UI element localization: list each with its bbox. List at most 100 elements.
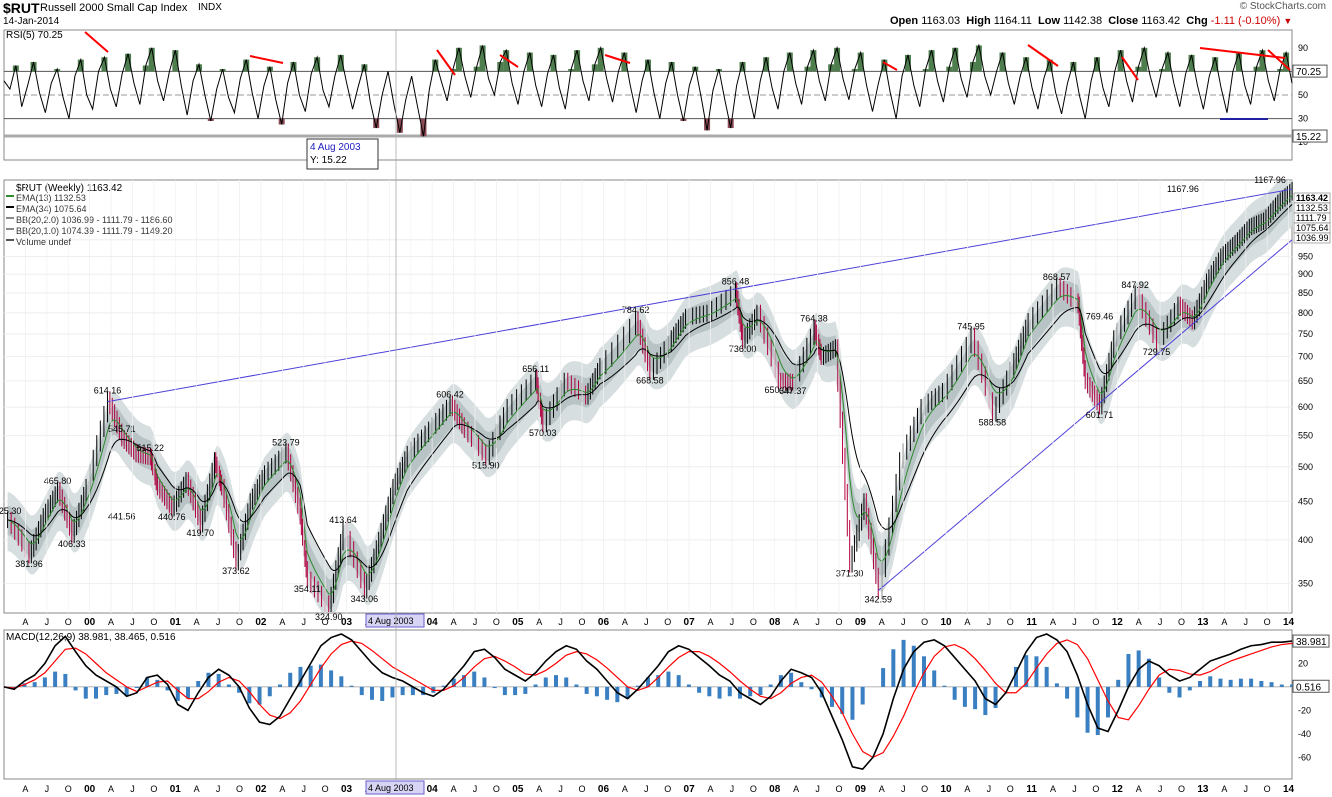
macd-histogram-bar [513, 686, 518, 696]
price-x-label: O [150, 617, 157, 627]
macd-histogram-bar [186, 686, 190, 699]
macd-histogram-bar [799, 682, 804, 687]
macd-x-label: 03 [341, 784, 353, 795]
macd-histogram-bar [891, 649, 896, 687]
macd-x-label: 05 [512, 784, 524, 795]
low-label: Low [1038, 15, 1061, 27]
macd-x-label: 04 [427, 784, 439, 795]
macd-x-label: 14 [1283, 784, 1295, 795]
rsi-overbought-fill [195, 64, 202, 72]
macd-histogram-bar [390, 686, 395, 698]
price-annotation: 413.64 [329, 515, 357, 525]
macd-histogram-bar [472, 671, 477, 687]
price-annotation: 515.90 [472, 461, 500, 471]
price-x-label: J [558, 617, 563, 627]
macd-histogram-bar [145, 677, 150, 687]
macd-histogram-bar [666, 671, 671, 687]
rsi-overbought-fill [1212, 57, 1219, 72]
price-panel-frame [3, 179, 1293, 614]
price-tick-label: 850 [1298, 288, 1313, 298]
macd-x-label: A [451, 784, 457, 794]
macd-histogram-bar [400, 686, 405, 696]
price-tick-label: 750 [1298, 329, 1313, 339]
rsi-overbought-fill [1046, 59, 1053, 72]
price-x-label: J [216, 617, 221, 627]
macd-histogram-bar [656, 675, 661, 687]
price-x-label: J [473, 617, 478, 627]
macd-histogram-bar [1095, 686, 1100, 736]
macd-histogram-bar [1249, 678, 1254, 687]
price-annotation: 441.56 [108, 512, 136, 522]
macd-x-label: O [1178, 784, 1185, 794]
macd-x-label: A [1050, 784, 1056, 794]
price-annotation: 601.71 [1086, 410, 1114, 420]
rsi-overbought-fill [172, 50, 179, 72]
macd-histogram-bar [1085, 686, 1090, 733]
macd-x-label: 11 [1026, 784, 1037, 795]
rsi-overbought-fill [1283, 52, 1290, 72]
macd-histogram-bar [922, 656, 926, 687]
rsi-oversold-fill [704, 118, 711, 131]
price-x-label: 13 [1197, 617, 1209, 628]
macd-histogram-bar [881, 668, 886, 687]
macd-x-label: J [130, 784, 135, 794]
macd-x-label: O [493, 784, 500, 794]
price-x-label: O [579, 617, 586, 627]
rsi-overbought-fill [969, 61, 976, 72]
price-x-label: J [1158, 617, 1163, 627]
macd-histogram-bar [615, 686, 620, 703]
macd-histogram-bar [1024, 655, 1029, 687]
rsi-overbought-fill [828, 64, 835, 72]
macd-histogram-bar [962, 686, 967, 707]
macd-x-highlight: 4 Aug 2003 [368, 783, 414, 793]
price-annotation: 381.96 [15, 559, 43, 569]
rsi-overbought-fill [101, 57, 108, 72]
price-annotation: 856.48 [722, 276, 750, 286]
macd-histogram-bar [543, 677, 548, 687]
macd-x-label: J [45, 784, 50, 794]
macd-x-label: A [708, 784, 714, 794]
price-x-label: 00 [84, 617, 96, 628]
macd-x-label: O [65, 784, 72, 794]
macd-histogram-bar [349, 685, 354, 687]
price-title: $RUT (Weekly) 1163.42 [16, 183, 123, 194]
price-x-label: O [493, 617, 500, 627]
price-x-label: A [1050, 617, 1056, 627]
price-annotation: 570.03 [529, 428, 557, 438]
price-tick-label: 450 [1298, 496, 1313, 506]
price-x-label: O [1092, 617, 1099, 627]
macd-histogram-bar [410, 686, 415, 696]
rsi-overbought-fill [290, 61, 297, 72]
macd-histogram-bar [1177, 686, 1182, 698]
macd-histogram-bar [707, 686, 712, 697]
price-x-label: A [879, 617, 885, 627]
macd-histogram-bar [124, 686, 129, 697]
macd-histogram-bar [942, 685, 947, 687]
macd-histogram-bar [973, 686, 978, 710]
price-annotation: 614.16 [94, 385, 122, 395]
trendline [877, 239, 1293, 592]
macd-histogram-bar [932, 670, 937, 687]
price-x-label: O [835, 617, 842, 627]
macd-histogram-bar [911, 645, 916, 687]
macd-x-label: O [1092, 784, 1099, 794]
price-annotation: 656.11 [522, 364, 549, 374]
price-x-label: J [45, 617, 50, 627]
macd-histogram-bar [492, 686, 497, 689]
rsi-divergence-mark [436, 49, 456, 76]
macd-histogram-bar [1044, 666, 1049, 687]
macd-x-label: J [987, 784, 992, 794]
macd-histogram-bar [134, 686, 139, 689]
macd-histogram-bar [257, 686, 262, 705]
chart-date: 14-Jan-2014 [3, 16, 60, 27]
macd-histogram-bar [267, 686, 272, 697]
rsi-overbought-fill [1117, 50, 1124, 72]
macd-histogram-bar [462, 675, 466, 687]
macd-x-label: 01 [170, 784, 182, 795]
price-high-label: 1167.96 [1167, 184, 1199, 194]
macd-histogram-bar [952, 686, 957, 700]
macd-histogram-bar [226, 684, 231, 687]
rsi-overbought-fill [1188, 54, 1195, 72]
close-value: 1163.42 [1141, 15, 1181, 27]
macd-histogram-bar [63, 673, 68, 687]
